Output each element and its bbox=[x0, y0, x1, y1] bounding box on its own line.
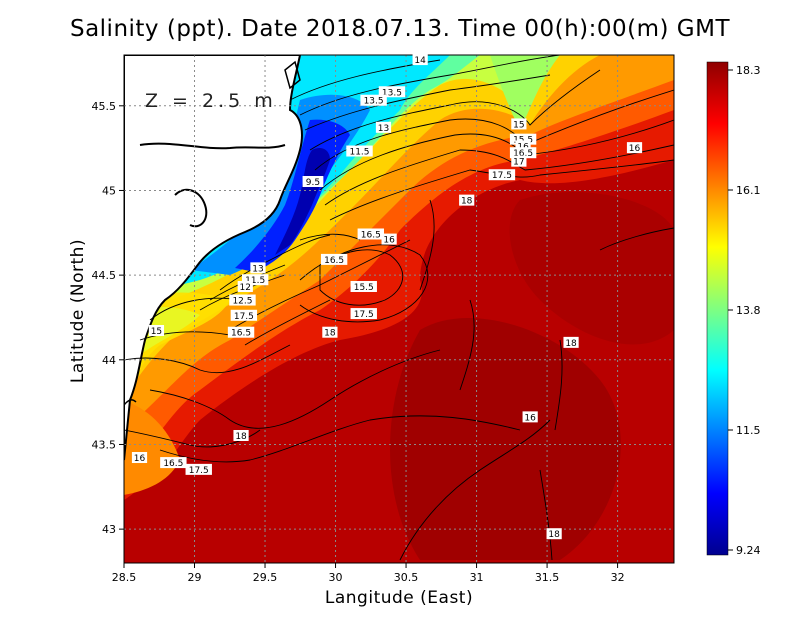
contour-label: 17.5 bbox=[488, 169, 516, 181]
colorbar-tick-label: 18.3 bbox=[736, 64, 761, 77]
svg-text:13.5: 13.5 bbox=[364, 97, 384, 107]
contour-label: 18 bbox=[546, 528, 562, 540]
svg-text:13: 13 bbox=[252, 264, 263, 274]
x-axis-label: Langitude (East) bbox=[324, 588, 474, 608]
y-tick-label: 45 bbox=[102, 184, 116, 197]
contour-label: 15 bbox=[511, 118, 527, 130]
contour-labels: 1413.513.51311.59.51515.51616.51717.5161… bbox=[131, 54, 643, 540]
contour-label: 11.5 bbox=[346, 145, 373, 158]
contour-label: 15 bbox=[148, 325, 165, 337]
svg-text:15.5: 15.5 bbox=[354, 283, 374, 293]
colorbar-ticks: 18.3 16.1 13.8 11.5 9.24 bbox=[728, 64, 761, 557]
svg-text:16: 16 bbox=[524, 413, 536, 423]
contour-label: 17 bbox=[511, 155, 527, 168]
contour-label: 18 bbox=[322, 326, 338, 339]
svg-text:16: 16 bbox=[134, 454, 146, 464]
contour-label: 15.5 bbox=[350, 280, 377, 293]
contour-label: 17.5 bbox=[350, 308, 377, 320]
contour-label: 16 bbox=[381, 233, 397, 246]
contour-label: 16 bbox=[131, 452, 148, 464]
colorbar-tick-label: 11.5 bbox=[736, 424, 761, 437]
svg-text:16.5: 16.5 bbox=[163, 459, 183, 469]
x-tick-label: 29.5 bbox=[253, 571, 278, 584]
x-tick-label: 32 bbox=[611, 571, 625, 584]
y-tick-label: 45.5 bbox=[92, 100, 117, 113]
x-tick-label: 28.5 bbox=[112, 571, 137, 584]
x-tick-label: 29 bbox=[188, 571, 202, 584]
svg-text:9.5: 9.5 bbox=[306, 178, 320, 188]
contour-label: 17.5 bbox=[185, 463, 212, 476]
contour-label: 16.5 bbox=[160, 457, 187, 469]
svg-text:15: 15 bbox=[513, 120, 524, 130]
svg-text:15: 15 bbox=[151, 327, 162, 337]
svg-text:18: 18 bbox=[461, 197, 473, 207]
svg-text:13.5: 13.5 bbox=[382, 88, 402, 98]
svg-text:11.5: 11.5 bbox=[245, 276, 265, 286]
land-coast bbox=[124, 55, 303, 461]
map-grid bbox=[124, 55, 674, 563]
svg-text:17.5: 17.5 bbox=[234, 312, 254, 322]
depth-label: Z = 2.5 m bbox=[145, 90, 277, 112]
x-tick-label: 31.5 bbox=[535, 571, 560, 584]
contour-label: 18 bbox=[563, 336, 579, 349]
svg-text:13: 13 bbox=[378, 124, 389, 134]
svg-text:12: 12 bbox=[240, 283, 251, 293]
contour-label: 18 bbox=[459, 194, 475, 207]
y-axis-ticks: 43 43.5 44 44.5 45 45.5 bbox=[92, 100, 124, 536]
svg-text:14: 14 bbox=[414, 56, 426, 66]
svg-text:18: 18 bbox=[324, 329, 336, 339]
contour-label: 16 bbox=[626, 142, 643, 154]
svg-text:18: 18 bbox=[235, 432, 247, 442]
colorbar bbox=[706, 61, 729, 556]
svg-text:16: 16 bbox=[383, 236, 395, 246]
map-field bbox=[124, 55, 674, 563]
contour-label: 16.5 bbox=[357, 228, 384, 240]
contour-label: 16.5 bbox=[320, 253, 348, 266]
x-axis-ticks: 28.5 29 29.5 30 30.5 31 31.5 32 bbox=[112, 563, 625, 584]
svg-text:17: 17 bbox=[513, 158, 524, 168]
contour-label: 18 bbox=[233, 430, 249, 442]
svg-text:16.5: 16.5 bbox=[231, 329, 251, 339]
svg-text:17.5: 17.5 bbox=[189, 466, 209, 476]
y-tick-label: 43 bbox=[102, 523, 116, 536]
x-tick-label: 30 bbox=[329, 571, 343, 584]
contour-label: 14 bbox=[412, 54, 428, 66]
contour-label: 16.5 bbox=[227, 326, 255, 339]
y-tick-label: 44.5 bbox=[92, 269, 117, 282]
contour-label: 12 bbox=[237, 280, 253, 293]
colorbar-tick-label: 13.8 bbox=[736, 304, 761, 317]
svg-text:11.5: 11.5 bbox=[349, 148, 369, 158]
y-axis-label: Latitude (North) bbox=[68, 238, 88, 384]
contour-label: 13 bbox=[250, 262, 266, 274]
svg-text:17.5: 17.5 bbox=[492, 171, 512, 181]
contour-label: 13.5 bbox=[378, 86, 406, 98]
x-tick-label: 30.5 bbox=[394, 571, 419, 584]
y-tick-label: 43.5 bbox=[92, 438, 117, 451]
colorbar-tick-label: 16.1 bbox=[736, 184, 761, 197]
colorbar-tick-label: 9.24 bbox=[736, 544, 761, 557]
x-tick-label: 31 bbox=[470, 571, 484, 584]
contour-label: 17.5 bbox=[230, 309, 258, 322]
svg-text:16.5: 16.5 bbox=[324, 256, 344, 266]
contour-label: 16.5 bbox=[509, 147, 537, 159]
contour-label: 13 bbox=[375, 121, 392, 134]
svg-text:12.5: 12.5 bbox=[232, 297, 252, 307]
svg-text:16.5: 16.5 bbox=[513, 149, 533, 159]
contour-label: 16 bbox=[522, 411, 538, 423]
svg-text:17.5: 17.5 bbox=[354, 310, 374, 320]
y-tick-label: 44 bbox=[102, 354, 116, 367]
svg-text:18: 18 bbox=[548, 530, 560, 540]
chart-title: Salinity (ppt). Date 2018.07.13. Time 00… bbox=[69, 16, 731, 42]
svg-text:16.5: 16.5 bbox=[361, 230, 381, 240]
contour-label: 11.5 bbox=[241, 274, 269, 286]
svg-text:18: 18 bbox=[565, 339, 577, 349]
map-frame bbox=[123, 54, 675, 564]
svg-text:16: 16 bbox=[629, 144, 641, 154]
contour-label: 13.5 bbox=[360, 94, 387, 107]
contour-label: 9.5 bbox=[302, 176, 324, 188]
contour-label: 12.5 bbox=[229, 294, 256, 307]
